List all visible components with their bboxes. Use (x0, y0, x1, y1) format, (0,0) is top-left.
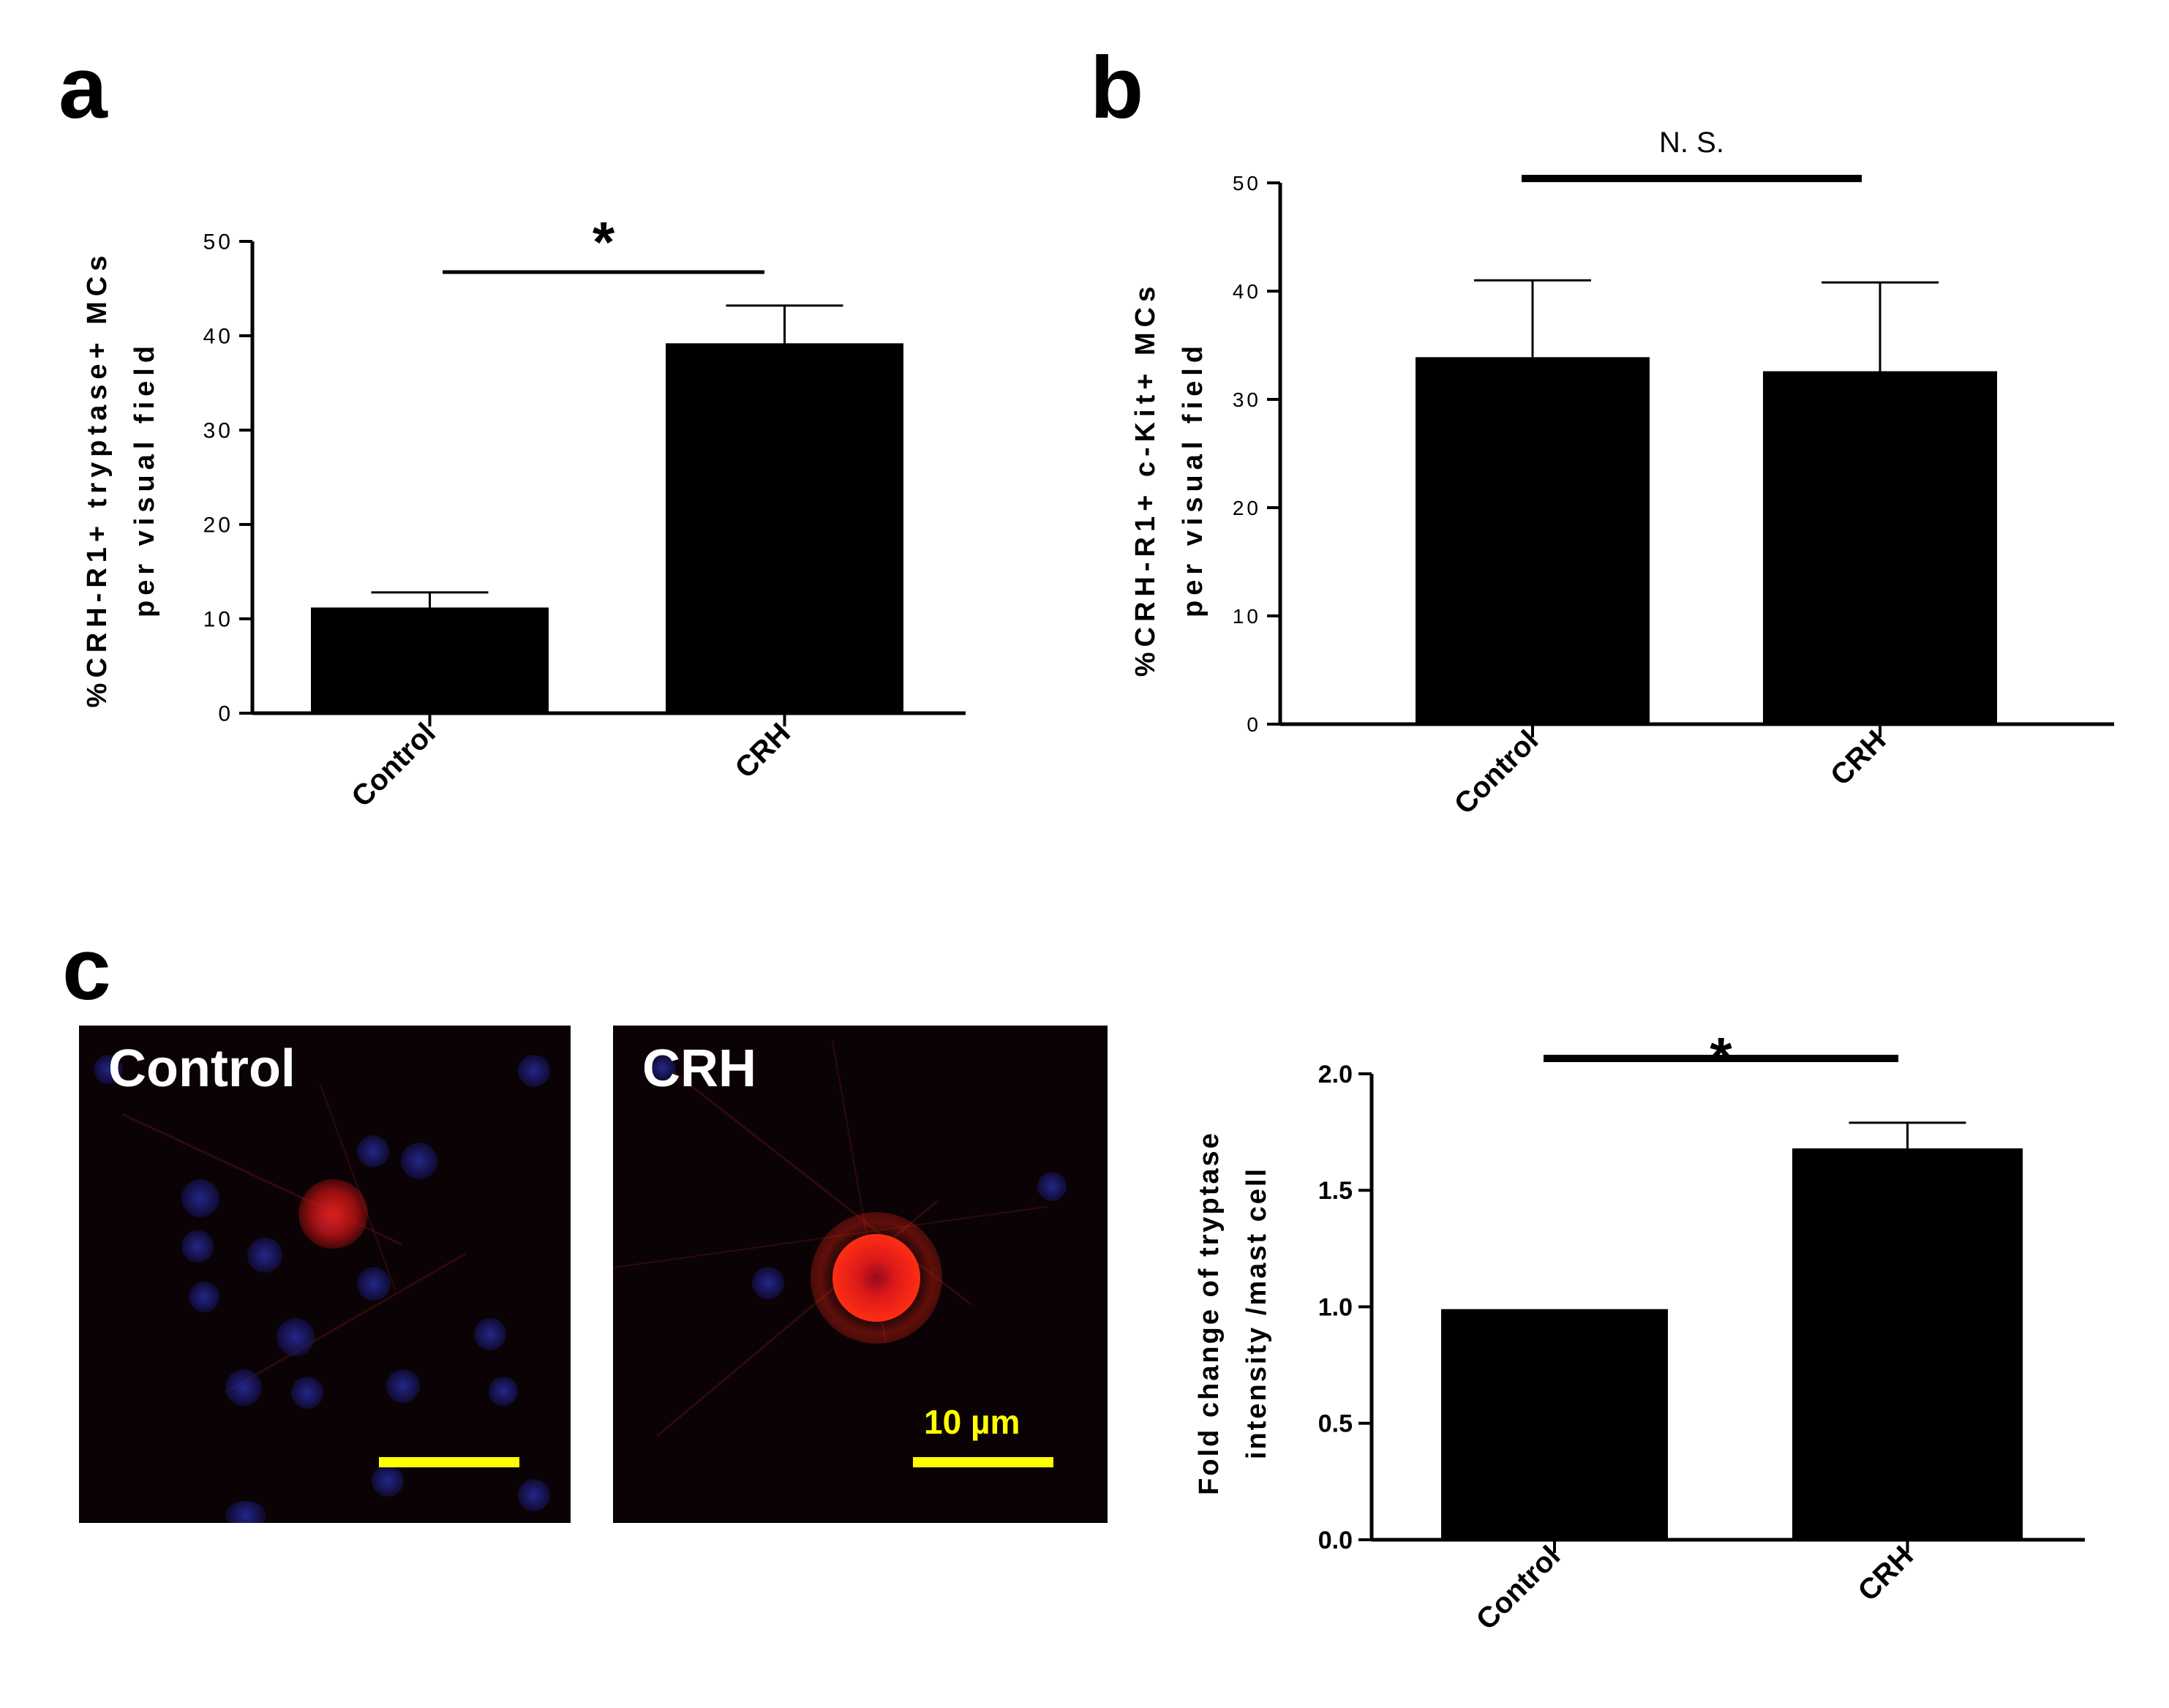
micrograph-label-crh: CRH (642, 1039, 756, 1098)
bar-control (1441, 1309, 1668, 1540)
panel-letter-c: c (62, 920, 111, 1018)
bar-crh (666, 343, 903, 713)
chart-panel-a: 0 10 20 30 40 50 Control CRH * %CRH-R1+ tryptase+… (82, 209, 966, 813)
y-axis-label-line1: %CRH-R1+ c-Kit+ MCs (1130, 282, 1161, 677)
y-axis-label-line2: per visual field (129, 341, 160, 617)
micrograph-control: Control (79, 1026, 571, 1523)
x-category-label: CRH (1824, 724, 1892, 791)
y-tick-label: 20 (1233, 497, 1261, 519)
significance-label: * (1710, 1025, 1732, 1089)
y-tick-label: 2.0 (1318, 1061, 1353, 1088)
chart-panel-c: 0.0 0.5 1.0 1.5 2.0 Control CRH * Fold change of… (1194, 1025, 2085, 1636)
y-tick-label: 1.5 (1318, 1177, 1353, 1205)
y-tick-label: 50 (203, 230, 233, 255)
y-tick-label: 30 (1233, 388, 1261, 411)
y-axis-label-line2: per visual field (1178, 341, 1208, 617)
scale-bar-control (379, 1457, 519, 1467)
bar-control (311, 607, 549, 713)
scale-bar-crh (913, 1457, 1053, 1467)
micrograph-label-control: Control (108, 1039, 296, 1098)
y-tick-label: 0.5 (1318, 1410, 1353, 1438)
y-tick-label: 10 (1233, 605, 1261, 628)
x-category-label: CRH (729, 717, 796, 784)
y-tick-label: 40 (203, 325, 233, 349)
tryptase-cell (832, 1234, 920, 1322)
bar-control (1416, 357, 1650, 724)
y-tick-label: 1.0 (1318, 1293, 1353, 1321)
y-tick-label: 0.0 (1318, 1527, 1353, 1554)
significance-label: * (593, 209, 615, 274)
x-category-label: Control (345, 717, 442, 813)
y-tick-label: 50 (1233, 172, 1261, 195)
y-tick-label: 40 (1233, 280, 1261, 303)
chart-panel-b: 0 10 20 30 40 50 Control CRH N. S. %CRH-R1+ c-Kit… (1130, 127, 2114, 821)
significance-label: N. S. (1659, 127, 1724, 159)
scale-bar-label: 10 µm (924, 1403, 1020, 1441)
y-tick-label: 0 (218, 702, 233, 726)
panel-letter-b: b (1090, 39, 1144, 137)
bar-crh (1763, 371, 1997, 724)
micrograph-crh: CRH 10 µm (613, 1026, 1108, 1523)
y-tick-label: 0 (1247, 713, 1261, 736)
y-axis-label-line1: Fold change of tryptase (1194, 1131, 1225, 1495)
y-tick-label: 10 (203, 608, 233, 632)
y-tick-label: 30 (203, 419, 233, 443)
tryptase-cell (298, 1179, 368, 1249)
y-axis-label-line1: %CRH-R1+ tryptase+ MCs (82, 251, 113, 708)
y-axis-label-line2: intensity /mast cell (1241, 1167, 1272, 1459)
bar-crh (1792, 1148, 2023, 1540)
x-category-label: Control (1470, 1540, 1567, 1636)
panel-letter-a: a (59, 39, 108, 137)
x-category-label: CRH (1852, 1540, 1919, 1607)
y-tick-label: 20 (203, 513, 233, 538)
x-category-label: Control (1448, 724, 1545, 821)
